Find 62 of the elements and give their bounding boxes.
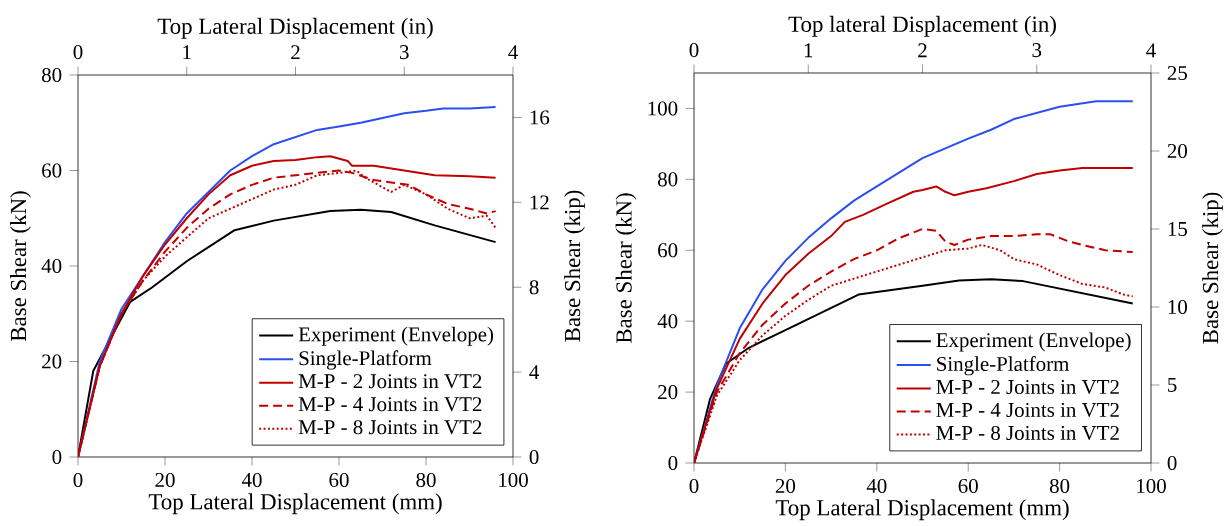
y-axis-title: Base Shear (kN) <box>10 191 31 342</box>
x2-tick-label: 2 <box>291 45 300 60</box>
y-tick-label: 20 <box>42 354 62 369</box>
x-axis-title: Top Lateral Displacement (mm) <box>148 493 442 515</box>
legend-label: M-P - 4 Joints in VT2 <box>936 402 1119 418</box>
legend-label: M-P - 8 Joints in VT2 <box>298 420 482 435</box>
y2-tick-label: 25 <box>1167 65 1187 81</box>
x2-axis-title: Top Lateral Displacement (in) <box>157 17 433 39</box>
y-tick-label: 40 <box>657 314 678 329</box>
y-tick-label: 40 <box>41 258 62 274</box>
x-tick-label: 40 <box>866 478 887 494</box>
x2-tick-label: 3 <box>400 45 409 60</box>
x-tick-label: 40 <box>241 472 262 488</box>
y2-tick-label: 20 <box>1167 143 1187 159</box>
x2-tick-label: 2 <box>918 43 927 58</box>
legend-label: M-P - 2 Joints in VT2 <box>936 379 1119 395</box>
x2-tick-label: 1 <box>183 45 191 60</box>
legend-label: M-P - 2 Joints in VT2 <box>298 374 482 389</box>
y-tick-label: 0 <box>52 449 62 465</box>
y-tick-label: 0 <box>668 455 678 471</box>
y-tick-label: 20 <box>658 385 678 400</box>
x2-tick-label: 4 <box>508 45 518 60</box>
legend-label: Experiment (Envelope) <box>936 332 1131 352</box>
x2-tick-label: 4 <box>1146 43 1156 58</box>
y2-tick-label: 16 <box>530 110 550 125</box>
x-axis-title: Top Lateral Displacement (mm) <box>775 499 1069 521</box>
legend-label: M-P - 8 Joints in VT2 <box>936 425 1119 441</box>
x2-tick-label: 3 <box>1032 43 1042 58</box>
y2-axis-title: Base Shear (kip) <box>564 190 585 342</box>
y-tick-label: 60 <box>42 163 62 178</box>
x-tick-label: 20 <box>155 472 175 488</box>
y2-tick-label: 10 <box>1168 299 1187 315</box>
y-axis-title: Base Shear (kN) <box>615 193 637 344</box>
x-tick-label: 80 <box>1049 478 1070 494</box>
y-tick-label: 80 <box>41 67 62 83</box>
x-tick-label: 60 <box>958 478 978 494</box>
x2-tick-label: 0 <box>689 43 699 58</box>
y2-axis-title: Base Shear (kip) <box>1202 192 1223 344</box>
x-tick-label: 60 <box>329 472 349 488</box>
x2-tick-label: 1 <box>804 43 813 58</box>
x-tick-label: 0 <box>73 472 83 488</box>
x-tick-label: 20 <box>775 478 796 494</box>
y2-tick-label: 12 <box>530 195 549 210</box>
y-tick-label: 100 <box>648 101 678 116</box>
y2-tick-label: 4 <box>529 365 539 379</box>
y2-tick-label: 8 <box>529 280 539 295</box>
x2-axis-title: Top lateral Displacement (in) <box>788 15 1056 37</box>
legend-label: Experiment (Envelope) <box>298 326 494 346</box>
x-tick-label: 80 <box>416 472 436 488</box>
y-tick-label: 60 <box>658 243 678 258</box>
legend-label: M-P - 4 Joints in VT2 <box>298 397 482 412</box>
x-tick-label: 100 <box>499 472 528 488</box>
x-tick-label: 100 <box>1137 478 1166 494</box>
x2-tick-label: 0 <box>73 45 83 60</box>
y2-tick-label: 15 <box>1168 221 1187 237</box>
y-tick-label: 80 <box>657 172 678 187</box>
y2-tick-label: 0 <box>1167 455 1177 471</box>
y2-tick-label: 5 <box>1168 378 1177 392</box>
legend-label: Single-Platform <box>937 356 1070 376</box>
legend-label: Single-Platform <box>299 350 432 370</box>
y2-tick-label: 0 <box>529 449 539 465</box>
x-tick-label: 0 <box>689 478 699 494</box>
